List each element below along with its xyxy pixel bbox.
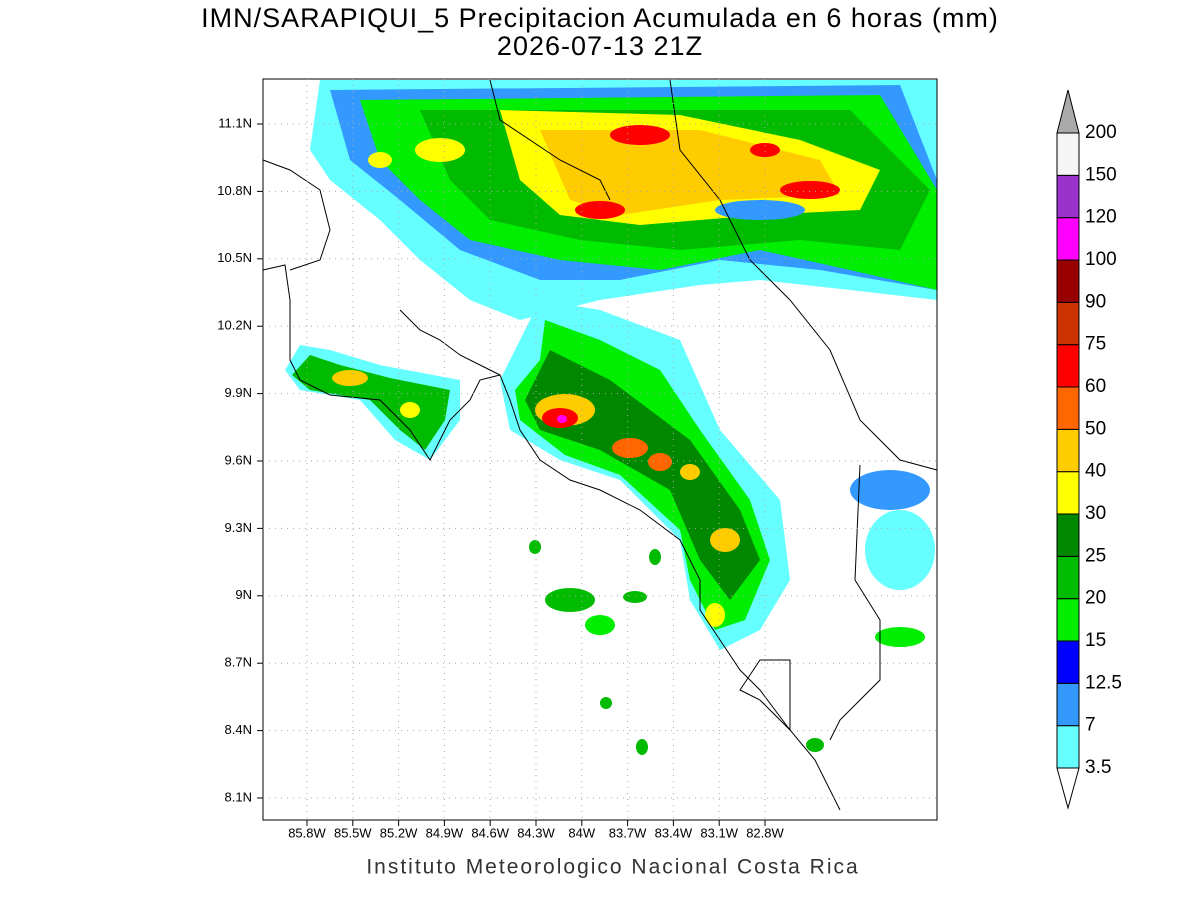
lat-label: 10.5N — [217, 250, 252, 265]
map-frame — [262, 78, 938, 821]
colorbar-label: 60 — [1085, 376, 1106, 397]
colorbar-label: 150 — [1085, 164, 1117, 185]
colorbar-segment — [1056, 513, 1080, 557]
lat-label: 9.6N — [225, 452, 252, 467]
lon-label: 84.9W — [426, 825, 464, 840]
lon-label: 83.1W — [700, 825, 738, 840]
colorbar-segment — [1056, 428, 1080, 473]
colorbar-segment — [1056, 132, 1080, 176]
title: IMN/SARAPIQUI_5 Precipitacion Acumulada … — [201, 3, 999, 33]
colorbar-label: 20 — [1085, 588, 1106, 609]
colorbar-segment — [1056, 174, 1080, 219]
colorbar-segment — [1056, 725, 1080, 769]
lon-label: 85.8W — [288, 825, 326, 840]
colorbar-label: 120 — [1085, 207, 1117, 228]
coastlines — [262, 79, 938, 811]
lat-label: 8.1N — [225, 789, 252, 804]
lat-label: 10.2N — [217, 318, 252, 333]
colorbar-segment — [1056, 598, 1080, 642]
colorbar-label: 3.5 — [1085, 757, 1111, 778]
lon-label: 83.7W — [609, 825, 647, 840]
colorbar-label: 15 — [1085, 630, 1106, 651]
lon-label: 82.8W — [746, 825, 784, 840]
footer: Instituto Meteorologico Nacional Costa R… — [366, 856, 859, 879]
colorbar-label: 7 — [1085, 715, 1096, 736]
colorbar-segment — [1056, 301, 1080, 346]
lon-label: 84.6W — [471, 825, 509, 840]
colorbar-label: 50 — [1085, 418, 1106, 439]
precipitation-field — [285, 80, 937, 755]
colorbar-label: 25 — [1085, 545, 1106, 566]
colorbar-segment — [1056, 640, 1080, 684]
lat-label: 8.4N — [225, 722, 252, 737]
lat-label: 9.3N — [225, 520, 252, 535]
lon-label: 85.2W — [380, 825, 418, 840]
colorbar-bottom-triangle — [1056, 767, 1080, 810]
colorbar-label: 75 — [1085, 334, 1106, 355]
colorbar-label: 90 — [1085, 291, 1106, 312]
colorbar-top-triangle — [1056, 89, 1080, 134]
subtitle: 2026-07-13 21Z — [497, 31, 703, 61]
lon-label: 85.5W — [334, 825, 372, 840]
colorbar-segment — [1056, 259, 1080, 303]
lat-label: 9N — [235, 587, 252, 602]
lat-label: 9.9N — [225, 385, 252, 400]
lat-label: 11.1N — [218, 115, 252, 130]
lon-label: 83.4W — [655, 825, 693, 840]
lat-label: 8.7N — [225, 655, 252, 670]
colorbar-segment — [1056, 471, 1080, 515]
colorbar-segment — [1056, 344, 1080, 388]
colorbar-label: 100 — [1085, 249, 1117, 270]
lon-label: 84W — [568, 825, 595, 840]
colorbar-segment — [1056, 386, 1080, 430]
lat-label: 10.8N — [217, 183, 252, 198]
colorbar-label: 200 — [1085, 122, 1117, 143]
colorbar-label: 40 — [1085, 461, 1106, 482]
colorbar-segment — [1056, 217, 1080, 261]
colorbar-label: 12.5 — [1085, 672, 1122, 693]
colorbar-segment — [1056, 682, 1080, 727]
lon-label: 84.3W — [517, 825, 555, 840]
colorbar-segment — [1056, 555, 1080, 600]
colorbar-label: 30 — [1085, 503, 1106, 524]
